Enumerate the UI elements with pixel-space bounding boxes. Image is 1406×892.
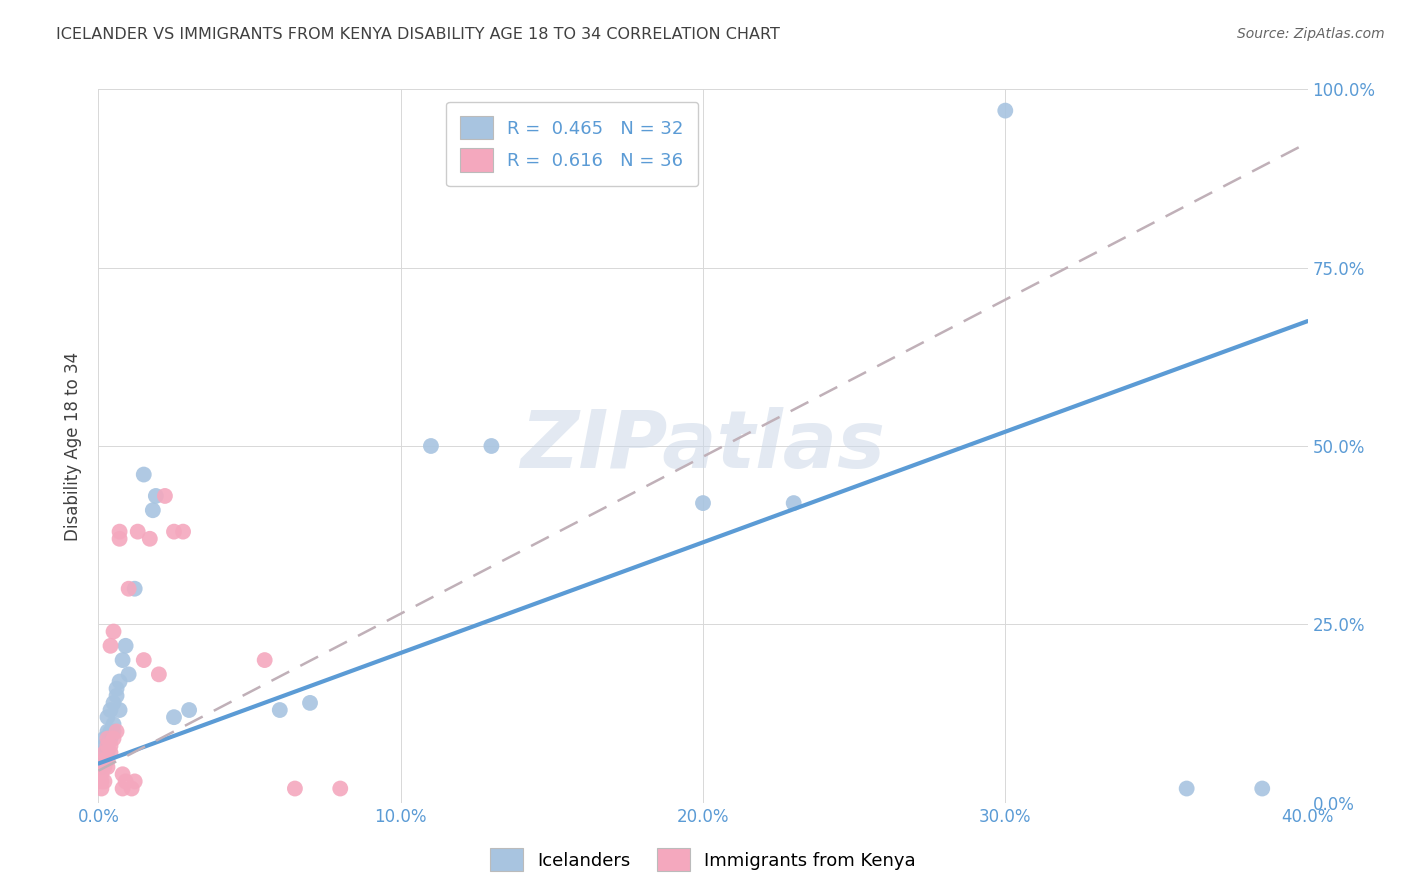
Point	[114, 639, 136, 653]
Point	[103, 724, 125, 739]
Point	[93, 753, 115, 767]
Point	[90, 760, 112, 774]
Point	[96, 760, 118, 774]
Point	[96, 753, 118, 767]
Point	[253, 653, 276, 667]
Point	[145, 489, 167, 503]
Point	[103, 731, 125, 746]
Point	[105, 681, 128, 696]
Point	[153, 489, 176, 503]
Point	[299, 696, 322, 710]
Point	[90, 767, 112, 781]
Point	[100, 703, 122, 717]
Point	[90, 781, 112, 796]
Point	[93, 739, 115, 753]
Point	[163, 524, 186, 539]
Point	[93, 746, 115, 760]
Point	[124, 774, 146, 789]
Point	[90, 774, 112, 789]
Point	[103, 696, 125, 710]
Point	[114, 774, 136, 789]
Text: Source: ZipAtlas.com: Source: ZipAtlas.com	[1237, 27, 1385, 41]
Point	[105, 724, 128, 739]
Point	[127, 524, 149, 539]
Point	[105, 689, 128, 703]
Point	[481, 439, 503, 453]
Point	[93, 731, 115, 746]
Point	[90, 760, 112, 774]
Point	[96, 731, 118, 746]
Point	[420, 439, 443, 453]
Legend: R =  0.465   N = 32, R =  0.616   N = 36: R = 0.465 N = 32, R = 0.616 N = 36	[446, 102, 699, 186]
Point	[90, 746, 112, 760]
Point	[132, 467, 155, 482]
Point	[172, 524, 194, 539]
Point	[994, 103, 1017, 118]
Text: ICELANDER VS IMMIGRANTS FROM KENYA DISABILITY AGE 18 TO 34 CORRELATION CHART: ICELANDER VS IMMIGRANTS FROM KENYA DISAB…	[56, 27, 780, 42]
Point	[100, 724, 122, 739]
Point	[96, 739, 118, 753]
Point	[124, 582, 146, 596]
Point	[132, 653, 155, 667]
Point	[163, 710, 186, 724]
Point	[118, 582, 141, 596]
Point	[100, 639, 122, 653]
Point	[100, 746, 122, 760]
Point	[96, 724, 118, 739]
Point	[93, 753, 115, 767]
Text: ZIPatlas: ZIPatlas	[520, 407, 886, 485]
Point	[93, 774, 115, 789]
Point	[692, 496, 714, 510]
Point	[103, 717, 125, 731]
Point	[142, 503, 165, 517]
Point	[269, 703, 291, 717]
Point	[96, 739, 118, 753]
Point	[108, 674, 131, 689]
Point	[571, 103, 593, 118]
Point	[111, 767, 134, 781]
Point	[96, 746, 118, 760]
Point	[284, 781, 307, 796]
Point	[1251, 781, 1274, 796]
Point	[329, 781, 352, 796]
Point	[139, 532, 162, 546]
Point	[93, 760, 115, 774]
Legend: Icelanders, Immigrants from Kenya: Icelanders, Immigrants from Kenya	[482, 841, 924, 879]
Point	[103, 624, 125, 639]
Point	[111, 653, 134, 667]
Y-axis label: Disability Age 18 to 34: Disability Age 18 to 34	[65, 351, 83, 541]
Point	[108, 524, 131, 539]
Point	[1175, 781, 1198, 796]
Point	[96, 710, 118, 724]
Point	[148, 667, 170, 681]
Point	[100, 739, 122, 753]
Point	[108, 703, 131, 717]
Point	[121, 781, 143, 796]
Point	[118, 667, 141, 681]
Point	[100, 731, 122, 746]
Point	[179, 703, 201, 717]
Point	[111, 781, 134, 796]
Point	[108, 532, 131, 546]
Point	[783, 496, 806, 510]
